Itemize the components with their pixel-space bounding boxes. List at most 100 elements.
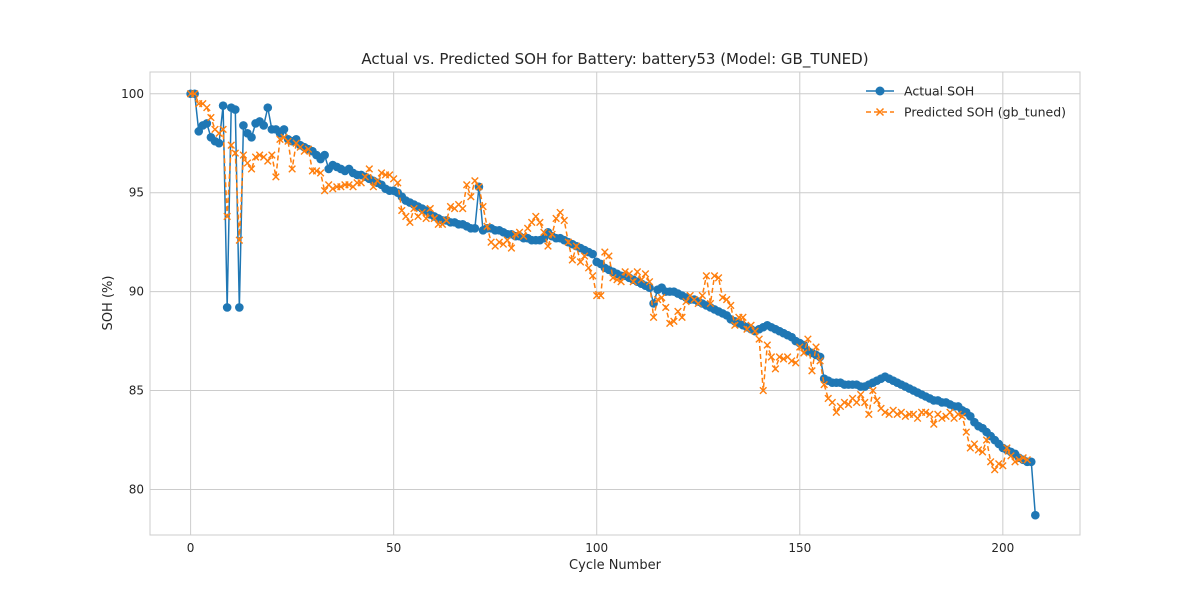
data-point-predicted <box>540 228 548 237</box>
y-tick-label: 80 <box>129 482 144 496</box>
data-point-predicted <box>397 206 406 215</box>
data-point-predicted <box>816 357 824 365</box>
data-point-predicted <box>430 214 439 223</box>
data-point-predicted <box>223 212 231 221</box>
data-point-predicted <box>1015 456 1023 464</box>
data-point-predicted <box>860 398 869 407</box>
y-axis-label: SOH (%) <box>101 276 116 331</box>
data-point-actual <box>320 150 329 160</box>
data-point-predicted <box>272 173 280 181</box>
data-point-predicted <box>629 277 638 286</box>
data-point-predicted <box>519 232 528 241</box>
data-point-predicted <box>544 242 552 250</box>
data-point-predicted <box>446 202 455 211</box>
data-point-predicted <box>999 461 1007 470</box>
data-point-predicted <box>645 277 654 286</box>
data-point-predicted <box>503 236 512 244</box>
data-point-predicted <box>913 414 922 423</box>
data-point-predicted <box>946 408 954 417</box>
data-point-predicted <box>722 295 731 304</box>
data-point-predicted <box>1011 457 1019 466</box>
data-point-predicted <box>560 216 569 225</box>
data-point-predicted <box>954 410 962 419</box>
data-point-predicted <box>458 204 467 213</box>
data-point-actual <box>470 224 480 233</box>
data-point-predicted <box>471 177 479 185</box>
data-point-predicted <box>678 313 686 322</box>
data-point-predicted <box>706 299 715 308</box>
data-point-predicted <box>804 335 812 343</box>
data-point-predicted <box>247 165 256 173</box>
data-point-predicted <box>694 299 703 308</box>
data-point-predicted <box>231 149 240 157</box>
data-point-predicted <box>661 303 670 312</box>
data-point-predicted <box>568 256 577 264</box>
data-point-predicted <box>653 295 662 304</box>
data-point-predicted <box>865 410 873 419</box>
data-point-predicted <box>576 258 585 266</box>
data-point-predicted <box>739 313 747 322</box>
data-point-predicted <box>670 317 678 326</box>
data-point-actual <box>588 249 597 259</box>
data-point-predicted <box>243 159 252 167</box>
data-point-predicted <box>1023 456 1032 464</box>
data-point-predicted <box>779 355 788 363</box>
data-point-predicted <box>702 272 711 280</box>
data-point-predicted <box>300 147 309 155</box>
data-point-predicted <box>881 408 889 417</box>
data-point-predicted <box>609 273 617 282</box>
y-tick-label: 100 <box>121 87 144 101</box>
data-point-predicted <box>787 357 796 365</box>
legend-marker-actual <box>875 86 885 96</box>
data-point-predicted <box>982 436 991 444</box>
data-point-predicted <box>986 457 995 466</box>
legend-label-predicted: Predicted SOH (gb_tuned) <box>904 105 1066 120</box>
legend: Actual SOH Predicted SOH (gb_tuned) <box>866 84 1066 120</box>
data-point-predicted <box>617 277 625 286</box>
data-point-actual <box>239 121 248 130</box>
data-point-predicted <box>925 410 934 419</box>
data-point-predicted <box>755 335 763 343</box>
tick-labels: 0 50 100 150 200 80 85 90 95 100 <box>121 87 1014 555</box>
data-point-predicted <box>763 341 772 349</box>
data-point-predicted <box>869 386 877 395</box>
data-point-predicted <box>467 192 475 201</box>
data-point-predicted <box>795 343 804 351</box>
data-point-predicted <box>938 414 946 423</box>
data-point-predicted <box>718 293 727 302</box>
data-point-actual <box>218 101 228 110</box>
data-point-predicted <box>747 321 755 330</box>
y-tick-label: 85 <box>129 384 144 398</box>
data-point-predicted <box>808 366 816 375</box>
y-tick-label: 95 <box>129 186 144 200</box>
chart-title: Actual vs. Predicted SOH for Battery: ba… <box>361 50 868 69</box>
data-point-predicted <box>357 179 365 187</box>
data-point-predicted <box>657 293 666 302</box>
data-point-predicted <box>714 273 723 282</box>
data-point-predicted <box>698 291 707 300</box>
data-point-actual <box>279 125 289 134</box>
data-point-predicted <box>207 113 215 122</box>
data-point-predicted <box>588 272 597 280</box>
series-actual-soh <box>186 89 1040 520</box>
data-point-actual <box>202 119 212 128</box>
data-point-predicted <box>483 222 491 231</box>
data-point-predicted <box>596 291 605 300</box>
data-point-predicted <box>974 446 983 454</box>
data-point-predicted <box>556 208 564 217</box>
x-tick-label: 100 <box>585 541 608 555</box>
data-point-predicted <box>1019 454 1027 462</box>
x-tick-label: 200 <box>991 541 1014 555</box>
series-layer <box>186 89 1040 520</box>
data-point-predicted <box>365 165 374 173</box>
data-point-predicted <box>633 268 642 276</box>
data-point-predicted <box>203 103 211 112</box>
data-point-predicted <box>268 151 276 159</box>
data-point-predicted <box>479 202 487 211</box>
data-point-predicted <box>442 216 451 225</box>
y-tick-label: 90 <box>129 285 144 299</box>
data-point-predicted <box>328 184 337 193</box>
data-point-predicted <box>674 307 682 316</box>
data-point-predicted <box>418 208 426 217</box>
data-point-predicted <box>320 186 329 195</box>
